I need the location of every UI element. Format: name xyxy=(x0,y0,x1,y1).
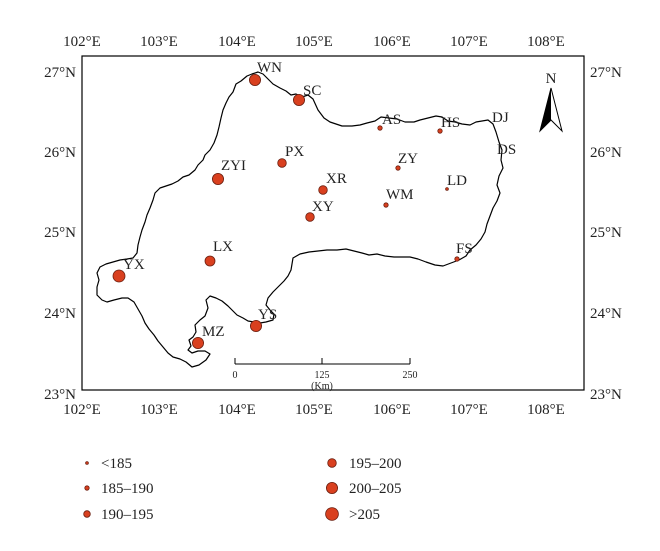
station-label-wn: WN xyxy=(257,60,282,76)
left-latitude-ticks: 27°N 26°N 25°N 24°N 23°N xyxy=(44,65,76,403)
legend: <185 185–190 190–195 195–200 200–205 >20… xyxy=(83,456,402,523)
map-frame xyxy=(81,55,585,391)
station-marker-zyi xyxy=(211,172,224,185)
station-marker-ys xyxy=(249,319,262,332)
lon-tick-bottom-103: 103°E xyxy=(140,402,178,418)
legend-marker-190-195 xyxy=(83,510,91,518)
scale-tick-0: 0 xyxy=(233,370,238,381)
lat-tick-right-24: 24°N xyxy=(590,306,622,322)
station-label-zyi: ZYI xyxy=(221,158,246,174)
station-label-ld: LD xyxy=(447,173,467,189)
legend-marker-gt205 xyxy=(325,507,339,521)
scale-unit: (Km) xyxy=(311,381,333,392)
station-marker-xy xyxy=(305,212,315,222)
station-label-fs: FS xyxy=(456,241,473,257)
legend-marker-185-190 xyxy=(84,485,90,491)
lon-tick-top-103: 103°E xyxy=(140,34,178,50)
station-label-dj: DJ xyxy=(492,110,509,126)
lon-tick-bottom-108: 108°E xyxy=(527,402,565,418)
lat-tick-right-23: 23°N xyxy=(590,387,622,403)
top-longitude-ticks: 102°E 103°E 104°E 105°E 106°E 107°E 108°… xyxy=(63,34,565,50)
station-label-yx: YX xyxy=(123,257,145,273)
station-label-ds: DS xyxy=(497,142,516,158)
lon-tick-top-102: 102°E xyxy=(63,34,101,50)
right-latitude-ticks: 27°N 26°N 25°N 24°N 23°N xyxy=(590,65,622,403)
lat-tick-right-26: 26°N xyxy=(590,145,622,161)
lon-tick-top-104: 104°E xyxy=(218,34,256,50)
lon-tick-top-105: 105°E xyxy=(295,34,333,50)
station-marker-ld xyxy=(445,187,449,191)
lat-tick-left-23: 23°N xyxy=(44,387,76,403)
station-markers xyxy=(112,74,460,349)
station-label-mz: MZ xyxy=(202,324,225,340)
station-label-wm: WM xyxy=(386,187,414,203)
lat-tick-right-25: 25°N xyxy=(590,225,622,241)
legend-marker-lt185 xyxy=(85,461,89,465)
lat-tick-left-26: 26°N xyxy=(44,145,76,161)
station-label-px: PX xyxy=(285,144,304,160)
station-marker-as xyxy=(377,125,383,131)
station-label-lx: LX xyxy=(213,239,233,255)
scale-tick-125: 125 xyxy=(315,370,330,381)
legend-label-gt205: >205 xyxy=(349,507,380,523)
lat-tick-left-25: 25°N xyxy=(44,225,76,241)
station-label-as: AS xyxy=(382,112,401,128)
legend-label-195-200: 195–200 xyxy=(349,456,402,472)
lon-tick-bottom-102: 102°E xyxy=(63,402,101,418)
station-marker-wn xyxy=(248,74,261,87)
lat-tick-left-24: 24°N xyxy=(44,306,76,322)
legend-marker-200-205 xyxy=(325,481,338,494)
lon-tick-top-107: 107°E xyxy=(450,34,488,50)
north-arrow-label: N xyxy=(546,71,557,87)
lon-tick-top-108: 108°E xyxy=(527,34,565,50)
bottom-longitude-ticks: 102°E 103°E 104°E 105°E 106°E 107°E 108°… xyxy=(63,402,565,418)
scale-bar: 0 125 250 (Km) xyxy=(233,358,418,392)
region-outline xyxy=(96,71,504,368)
lon-tick-bottom-107: 107°E xyxy=(450,402,488,418)
legend-label-200-205: 200–205 xyxy=(349,481,402,497)
lon-tick-top-106: 106°E xyxy=(373,34,411,50)
legend-label-185-190: 185–190 xyxy=(101,481,154,497)
station-label-xr: XR xyxy=(326,171,347,187)
station-marker-px xyxy=(277,158,287,168)
lat-tick-right-27: 27°N xyxy=(590,65,622,81)
station-label-sc: SC xyxy=(303,83,321,99)
station-marker-fs xyxy=(454,256,460,262)
station-marker-lx xyxy=(204,255,216,267)
lon-tick-bottom-106: 106°E xyxy=(373,402,411,418)
station-labels: WN SC AS HS DJ DS PX ZY ZYI XR LD WM XY … xyxy=(123,60,516,340)
station-marker-xr xyxy=(318,185,328,195)
station-marker-sc xyxy=(292,94,305,107)
north-arrow: N xyxy=(539,71,563,133)
legend-label-lt185: <185 xyxy=(101,456,132,472)
station-label-zy: ZY xyxy=(398,151,418,167)
lat-tick-left-27: 27°N xyxy=(44,65,76,81)
station-label-hs: HS xyxy=(441,115,460,131)
scale-tick-250: 250 xyxy=(403,370,418,381)
station-label-ys: YS xyxy=(258,307,277,323)
legend-label-190-195: 190–195 xyxy=(101,507,154,523)
station-marker-zy xyxy=(395,165,401,171)
station-marker-wm xyxy=(383,202,389,208)
lon-tick-bottom-104: 104°E xyxy=(218,402,256,418)
station-marker-mz xyxy=(191,336,204,349)
legend-marker-195-200 xyxy=(327,458,337,468)
station-marker-hs xyxy=(437,128,443,134)
station-label-xy: XY xyxy=(312,199,334,215)
lon-tick-bottom-105: 105°E xyxy=(295,402,333,418)
station-marker-yx xyxy=(112,269,126,283)
